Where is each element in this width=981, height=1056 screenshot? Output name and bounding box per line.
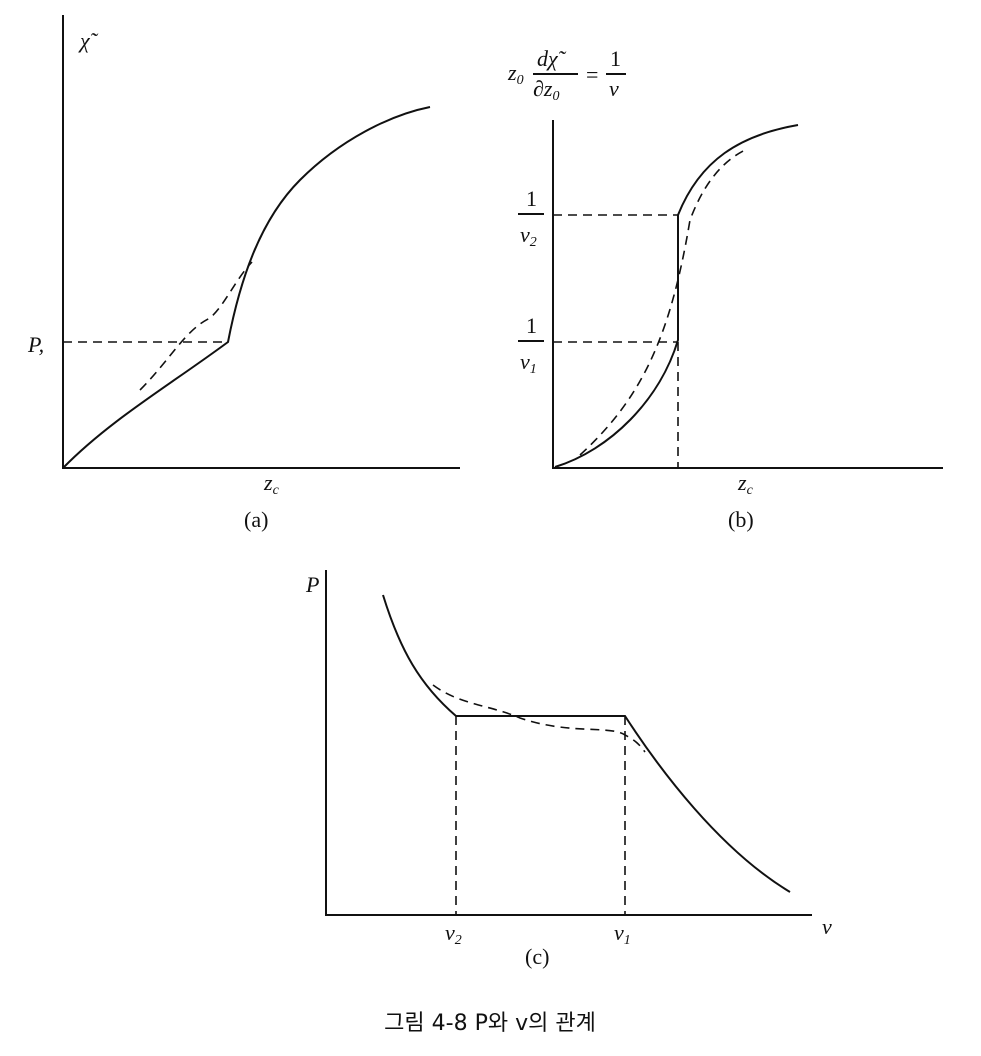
figure-caption: 그림 4-8 P와 v의 관계 bbox=[384, 1011, 596, 1036]
label-base: z bbox=[737, 470, 747, 495]
level-numerator: 1 bbox=[526, 313, 537, 338]
label-sub: 1 bbox=[530, 362, 537, 377]
level-denominator: v1 bbox=[520, 349, 537, 377]
label-sub: 0 bbox=[552, 89, 559, 104]
dashed-curve bbox=[139, 261, 253, 391]
dashed-curve bbox=[579, 149, 746, 456]
y-label: P bbox=[305, 572, 319, 597]
dashed-levels bbox=[553, 214, 679, 468]
formula-denominator: ∂z0 bbox=[533, 76, 559, 104]
label-sub: 2 bbox=[455, 933, 462, 948]
label-sub: 0 bbox=[517, 73, 524, 88]
label-base: z bbox=[263, 470, 273, 495]
panel-c: P v2 v1 v (c) bbox=[305, 570, 832, 969]
panel-caption: (b) bbox=[728, 507, 754, 532]
label-base: v bbox=[614, 920, 624, 945]
level-numerator: 1 bbox=[526, 186, 537, 211]
label-base: v bbox=[520, 222, 530, 247]
formula-numerator: dχ̃ bbox=[537, 46, 567, 71]
panel-a: χ̃ P, zc (a) bbox=[27, 15, 460, 532]
x-label: zc bbox=[263, 470, 280, 498]
x-label: v bbox=[822, 914, 832, 939]
curve bbox=[554, 124, 799, 468]
axes bbox=[325, 570, 812, 916]
curve bbox=[382, 594, 791, 893]
panel-b: z0 dχ̃ ∂z0 = 1 v 1 v2 1 v1 zc (b) bbox=[507, 46, 943, 532]
panel-caption: (a) bbox=[244, 507, 268, 532]
formula-equals: = bbox=[586, 62, 598, 87]
y-label: χ̃ bbox=[78, 28, 99, 53]
label-base: z bbox=[507, 60, 517, 85]
formula-factor: z0 bbox=[507, 60, 524, 88]
label-base: v bbox=[445, 920, 455, 945]
label-sub: 2 bbox=[530, 235, 537, 250]
dashed-verticals bbox=[455, 716, 626, 915]
axes bbox=[62, 15, 460, 469]
dashed-curve bbox=[432, 684, 646, 753]
label-sub: c bbox=[273, 483, 280, 498]
v1-label: v1 bbox=[614, 920, 631, 948]
panel-caption: (c) bbox=[525, 944, 549, 969]
formula-rhs-numerator: 1 bbox=[610, 46, 621, 71]
formula-rhs-denominator: v bbox=[609, 76, 619, 101]
x-label: zc bbox=[737, 470, 754, 498]
label-sub: c bbox=[747, 483, 754, 498]
axes bbox=[552, 120, 943, 469]
curve bbox=[62, 106, 431, 469]
label-sub: 1 bbox=[624, 933, 631, 948]
label-base: ∂z bbox=[533, 76, 553, 101]
label-base: v bbox=[520, 349, 530, 374]
v2-label: v2 bbox=[445, 920, 462, 948]
level-denominator: v2 bbox=[520, 222, 537, 250]
p-label: P, bbox=[27, 332, 44, 357]
